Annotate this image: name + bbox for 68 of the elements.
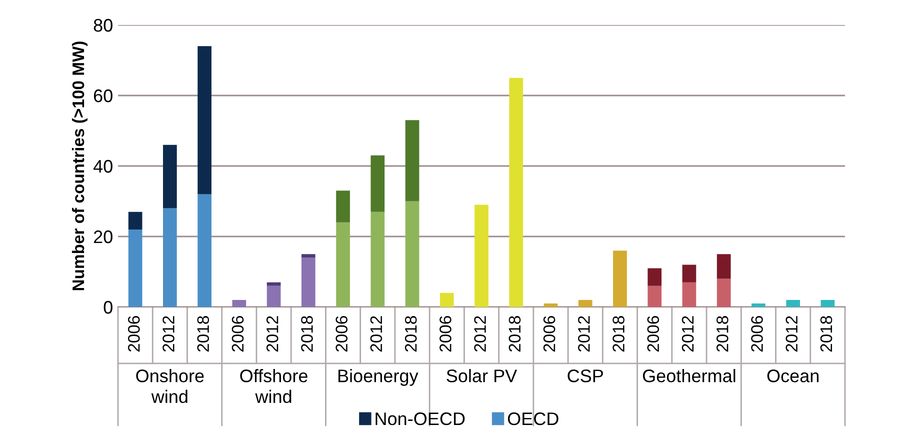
bar xyxy=(786,300,800,307)
bar xyxy=(370,212,385,307)
x-tick-label: 2012 xyxy=(266,316,278,352)
bar xyxy=(163,208,177,307)
x-tick-label: 2018 xyxy=(508,316,521,352)
bar xyxy=(198,46,212,194)
text: Solar PV xyxy=(446,369,518,382)
x-tick-label: 2012 xyxy=(786,316,798,352)
bar xyxy=(578,300,592,307)
bar xyxy=(336,190,350,222)
y-tick-label: 40 xyxy=(93,160,112,173)
bar xyxy=(266,286,281,307)
bar xyxy=(752,303,766,307)
x-tick-label: 2018 xyxy=(197,316,210,352)
x-tick-label: 2006 xyxy=(751,316,763,352)
bar xyxy=(648,286,662,307)
x-tick-label: 2018 xyxy=(301,316,313,352)
bar xyxy=(405,120,420,202)
bar xyxy=(128,229,142,307)
bar xyxy=(163,144,177,208)
x-tick-label: 2018 xyxy=(404,316,417,352)
y-tick-label: 0 xyxy=(104,300,112,314)
x-tick-label: 2006 xyxy=(128,316,140,352)
text: Ocean xyxy=(767,370,818,382)
bar xyxy=(682,282,696,307)
x-tick-label: 2006 xyxy=(647,316,660,352)
x-tick-label: 2006 xyxy=(232,316,244,352)
bar xyxy=(405,201,420,307)
bar xyxy=(301,254,316,258)
bar xyxy=(266,282,281,286)
bar xyxy=(613,250,627,307)
x-tick-label: 2018 xyxy=(820,316,832,352)
text: CSP xyxy=(568,370,603,382)
bar xyxy=(198,194,212,307)
x-tick-label: 2018 xyxy=(716,316,728,352)
bar xyxy=(509,78,524,307)
text: Offshore wind xyxy=(240,369,308,404)
x-tick-label: 2012 xyxy=(474,316,486,352)
bar xyxy=(716,254,731,279)
text: Bioenergy xyxy=(338,369,418,386)
x-tick-label: 2012 xyxy=(578,316,590,352)
y-tick-label: 20 xyxy=(94,230,112,244)
x-tick-label: 2006 xyxy=(543,316,556,352)
x-tick-label: 2012 xyxy=(682,316,694,352)
bar xyxy=(820,300,835,307)
bar xyxy=(301,258,316,307)
y-tick-label: 80 xyxy=(94,18,112,32)
bar xyxy=(128,212,142,230)
text: Geothermal xyxy=(642,369,736,382)
bar xyxy=(232,300,246,307)
x-tick-label: 2006 xyxy=(440,316,452,352)
bar xyxy=(474,204,488,307)
y-tick-label: 60 xyxy=(94,89,112,102)
text: Onshore wind xyxy=(136,369,204,404)
bar xyxy=(336,222,350,307)
legend-label: OECD xyxy=(508,412,558,426)
y-axis-title: Number of countries (>100 MW) xyxy=(72,42,88,290)
bar xyxy=(716,278,731,307)
bar xyxy=(440,292,454,307)
bar xyxy=(370,155,385,212)
bar xyxy=(682,264,696,282)
x-tick-label: 2012 xyxy=(162,316,174,352)
x-tick-label: 2006 xyxy=(336,316,348,352)
x-tick-label: 2018 xyxy=(612,316,624,352)
legend-label: Non-OECD xyxy=(376,412,465,426)
bar xyxy=(544,303,558,307)
x-tick-label: 2012 xyxy=(370,316,382,352)
bar xyxy=(648,268,662,286)
